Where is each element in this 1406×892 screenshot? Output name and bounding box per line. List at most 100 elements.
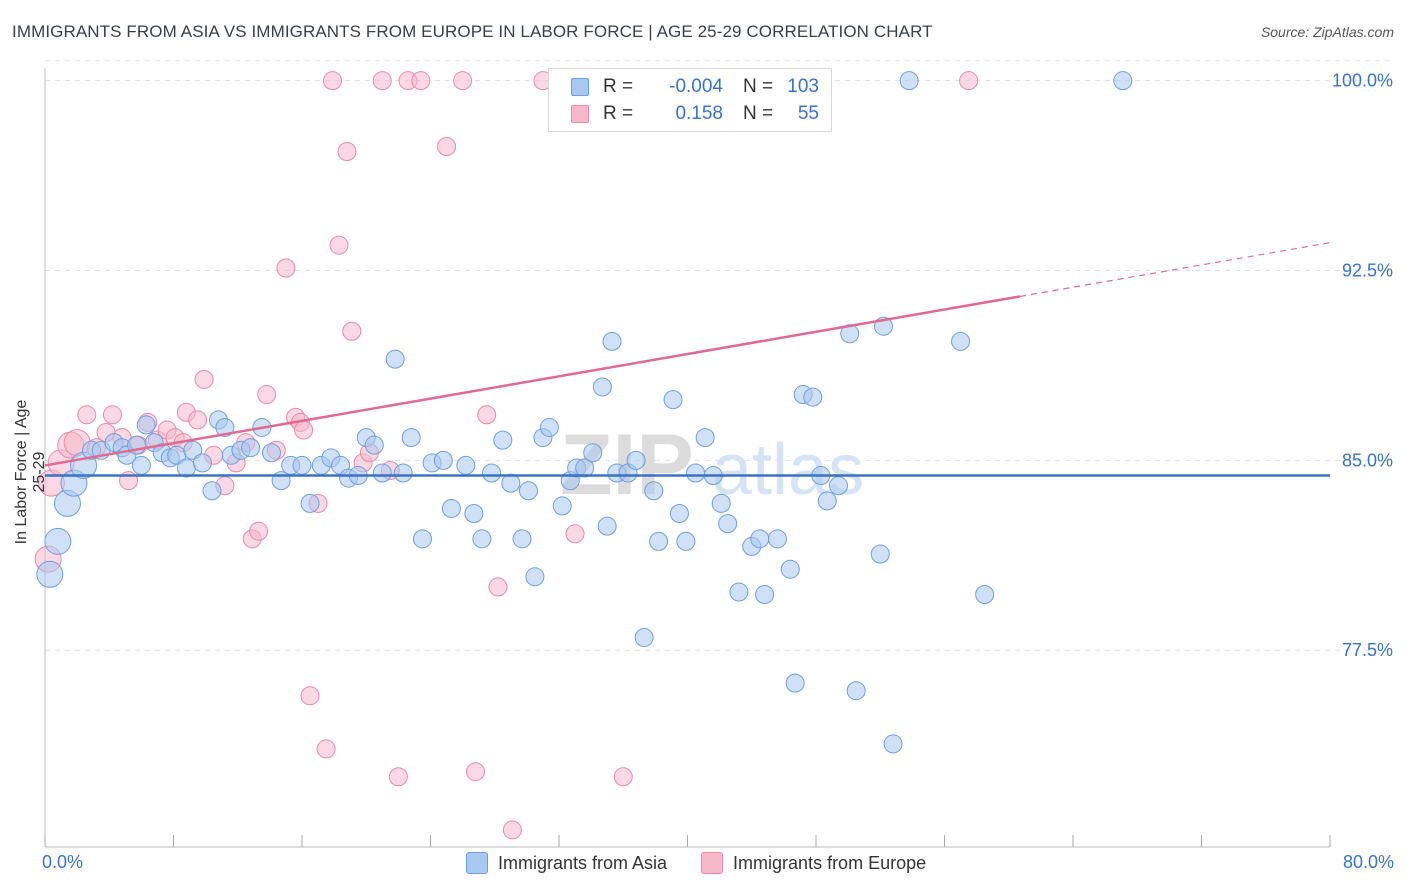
- watermark-atlas: atlas: [712, 430, 864, 510]
- europe-point-43: [388, 767, 408, 787]
- europe-point-38: [342, 321, 362, 341]
- asia-point-72: [663, 390, 683, 410]
- asia-legend-swatch: [466, 852, 488, 874]
- asia-point-43: [412, 529, 432, 549]
- asia-r-value: -0.004: [669, 76, 723, 97]
- asia-point-45: [433, 450, 453, 470]
- asia-n-label: N =: [743, 76, 774, 97]
- asia-point-40: [385, 349, 405, 369]
- europe-point-35: [323, 71, 343, 91]
- europe-point-51: [502, 820, 522, 840]
- europe-point-36: [329, 235, 349, 255]
- y-axis-label: In Labor Force | Age 25-29: [13, 399, 48, 545]
- europe-point-32: [300, 686, 320, 706]
- asia-point-0: [36, 560, 64, 588]
- europe-point-49: [477, 405, 497, 425]
- europe-point-18: [188, 410, 208, 430]
- asia-point-25: [241, 438, 261, 458]
- x-tick-max: 80.0%: [1342, 852, 1394, 872]
- europe-point-50: [488, 577, 508, 597]
- asia-point-41: [393, 463, 413, 483]
- asia-point-11: [131, 455, 151, 475]
- asia-points: [36, 71, 1133, 754]
- asia-point-69: [634, 628, 654, 648]
- europe-point-53: [565, 524, 585, 544]
- y-tick-label-0: 77.5%: [1342, 640, 1393, 660]
- europe-n-value: 55: [797, 103, 819, 124]
- asia-point-1: [44, 527, 72, 555]
- chart-title: IMMIGRANTS FROM ASIA VS IMMIGRANTS FROM …: [12, 22, 933, 41]
- asia-point-91: [828, 476, 848, 496]
- europe-point-25: [249, 521, 269, 541]
- trend-lines: [44, 242, 1331, 477]
- asia-point-63: [592, 377, 612, 397]
- asia-point-55: [525, 567, 545, 587]
- asia-point-73: [669, 504, 689, 524]
- europe-point-46: [437, 136, 457, 156]
- europe-n-label: N =: [743, 103, 774, 124]
- asia-point-82: [750, 529, 770, 549]
- europe-point-19: [194, 369, 214, 389]
- asia-point-39: [372, 463, 392, 483]
- asia-point-84: [767, 529, 787, 549]
- asia-point-27: [261, 443, 281, 463]
- stats-legend: R = -0.004 N = 103 R = 0.158 N = 55: [548, 68, 832, 132]
- asia-point-30: [292, 455, 312, 475]
- watermark: ZIP atlas: [560, 417, 864, 513]
- asia-point-22: [215, 417, 235, 437]
- europe-point-55: [959, 71, 979, 91]
- asia-point-68: [626, 450, 646, 470]
- asia-point-51: [493, 430, 513, 450]
- asia-point-86: [785, 673, 805, 693]
- asia-point-74: [676, 531, 696, 551]
- source-credit: Source: ZipAtlas.com: [1260, 24, 1394, 40]
- europe-point-41: [372, 71, 392, 91]
- asia-point-85: [780, 559, 800, 579]
- europe-point-47: [453, 71, 473, 91]
- legend-row-asia: R = -0.004 N = 103: [571, 74, 819, 100]
- y-tick-label-3: 100.0%: [1332, 71, 1393, 91]
- asia-point-31: [300, 493, 320, 513]
- asia-point-46: [441, 498, 461, 518]
- asia-point-83: [755, 585, 775, 605]
- europe-point-34: [316, 739, 336, 759]
- asia-point-12: [136, 415, 156, 435]
- asia-point-75: [686, 463, 706, 483]
- asia-point-50: [482, 463, 502, 483]
- asia-point-93: [846, 681, 866, 701]
- legend-item-europe[interactable]: Immigrants from Europe: [701, 852, 926, 874]
- legend-row-europe: R = 0.158 N = 55: [571, 101, 819, 127]
- asia-point-70: [644, 481, 664, 501]
- asia-point-53: [512, 529, 532, 549]
- europe-point-37: [337, 142, 357, 162]
- asia-point-54: [518, 481, 538, 501]
- asia-point-78: [711, 493, 731, 513]
- asia-legend-label: Immigrants from Asia: [498, 852, 668, 873]
- asia-point-79: [718, 514, 738, 534]
- axes: [44, 68, 1331, 848]
- asia-point-20: [202, 481, 222, 501]
- x-tick-min: 0.0%: [42, 852, 84, 872]
- y-tick-label-1: 85.0%: [1342, 450, 1393, 470]
- europe-r-label: R =: [603, 103, 634, 124]
- asia-point-42: [401, 428, 421, 448]
- series-legend: Immigrants from Asia Immigrants from Eur…: [466, 852, 960, 874]
- asia-point-47: [456, 455, 476, 475]
- asia-n-value: 103: [787, 76, 819, 97]
- europe-point-26: [257, 385, 277, 405]
- europe-swatch: [571, 105, 589, 123]
- asia-point-97: [899, 71, 919, 91]
- asia-point-17: [176, 458, 196, 478]
- asia-point-100: [1113, 71, 1133, 91]
- asia-r-label: R =: [603, 76, 634, 97]
- asia-point-71: [649, 531, 669, 551]
- asia-point-64: [597, 516, 617, 536]
- asia-point-49: [472, 529, 492, 549]
- asia-point-19: [192, 453, 212, 473]
- asia-point-52: [501, 473, 521, 493]
- asia-point-61: [575, 458, 595, 478]
- legend-item-asia[interactable]: Immigrants from Asia: [466, 852, 667, 874]
- asia-point-62: [583, 443, 603, 463]
- europe-point-5: [77, 405, 97, 425]
